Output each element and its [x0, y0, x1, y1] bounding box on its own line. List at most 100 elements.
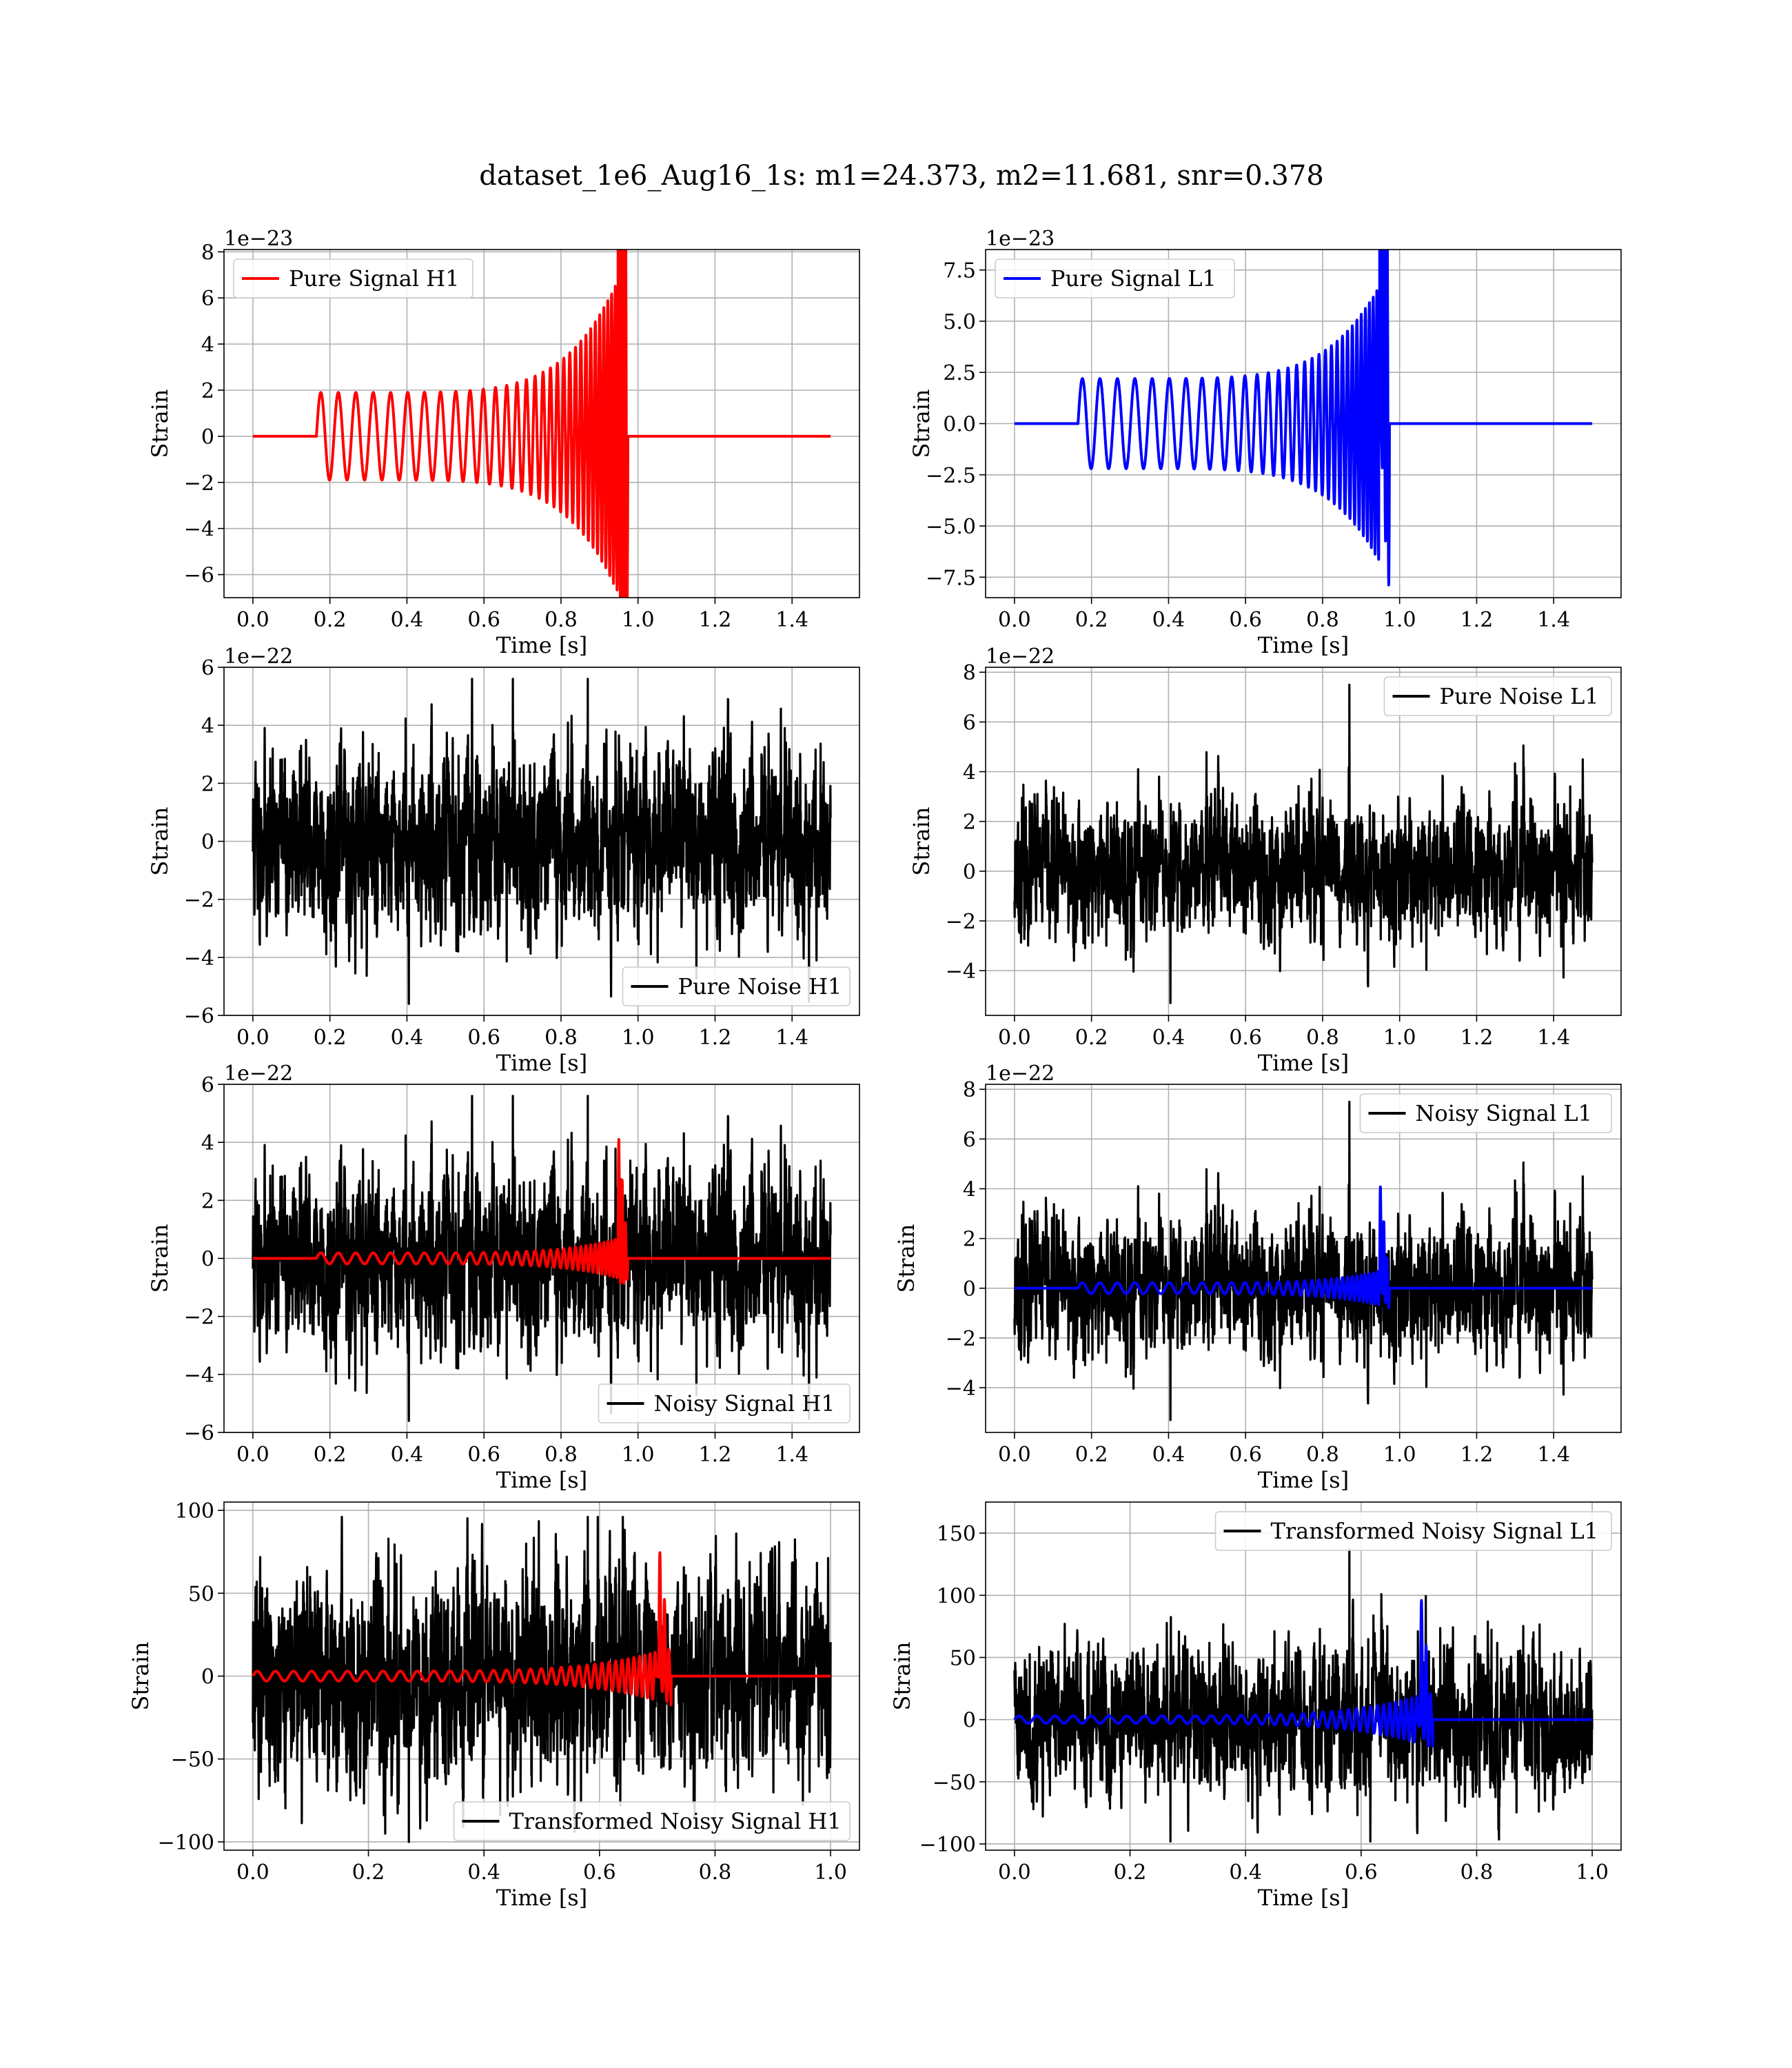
x-tick-label: 0.6: [467, 1443, 500, 1467]
x-tick-label: 0.2: [314, 1026, 347, 1050]
x-tick-label: 0.4: [391, 1026, 424, 1050]
x-tick-label: 0.2: [1075, 1443, 1108, 1467]
x-tick-label: 1.0: [622, 608, 655, 632]
x-tick-label: 0.8: [699, 1861, 732, 1885]
legend-box: [453, 1801, 851, 1841]
y-tick-label: −6: [184, 564, 214, 588]
x-tick-label: 0.4: [1152, 1026, 1185, 1050]
y-tick-label: 0: [963, 1277, 976, 1301]
y-tick-label: −2: [946, 910, 976, 934]
x-tick-label: 0.8: [1306, 1026, 1339, 1050]
y-tick-label: 0: [963, 1709, 976, 1733]
x-tick-label: 0.0: [998, 1443, 1031, 1467]
y-tick-label: −50: [171, 1748, 214, 1772]
y-tick-label: 0: [201, 831, 214, 855]
axis-offset-label: 1e−23: [986, 227, 1055, 251]
y-tick-label: −5.0: [926, 515, 976, 539]
y-tick-label: −50: [933, 1771, 976, 1795]
x-tick-label: 0.4: [1152, 1443, 1185, 1467]
y-tick-label: −2: [946, 1327, 976, 1351]
legend: Pure Noise H1: [622, 966, 851, 1006]
y-tick-label: 2: [963, 811, 976, 835]
y-tick-label: 0.0: [943, 413, 976, 437]
x-tick-label: 0.8: [1306, 608, 1339, 632]
x-tick-label: 0.2: [1075, 608, 1108, 632]
x-tick-label: 0.4: [467, 1861, 500, 1885]
series-line-chirp-1: [252, 1137, 832, 1285]
x-tick-label: 1.0: [622, 1443, 655, 1467]
x-tick-label: 1.0: [1576, 1861, 1609, 1885]
legend-box: [622, 966, 851, 1006]
subplot-noisy-signal-h1: 0.0 0.2 0.4 0.6 0.8 1.0 1.2 1.4 −6 −4 −2 0 2 4 6 1e−22 T…: [147, 1062, 860, 1493]
y-tick-label: −100: [158, 1831, 214, 1855]
y-tick-label: −4: [184, 1364, 214, 1388]
x-tick-label: 0.6: [1229, 1026, 1262, 1050]
subplot-noisy-signal-l1: 0.0 0.2 0.4 0.6 0.8 1.0 1.2 1.4 −4 −2 0 2 4 6 8 1e−22 Ti…: [893, 1062, 1622, 1493]
x-axis-label: Time [s]: [1258, 1885, 1349, 1911]
y-tick-label: 8: [201, 241, 214, 265]
y-tick-label: 0: [201, 1665, 214, 1690]
x-tick-label: 0.0: [998, 608, 1031, 632]
y-tick-label: 6: [963, 711, 976, 735]
y-axis-label: Strain: [128, 1642, 154, 1711]
x-tick-label: 0.6: [1229, 1443, 1262, 1467]
legend-label: Noisy Signal H1: [654, 1390, 835, 1417]
y-axis-label: Strain: [147, 807, 173, 876]
y-tick-label: 6: [201, 1073, 214, 1097]
y-tick-label: 6: [201, 287, 214, 311]
subplot-transformed-noisy-signal-h1: 0.0 0.2 0.4 0.6 0.8 1.0 −100 −50 0 50 100 Time [s] S…: [128, 1499, 860, 1911]
x-tick-label: 1.4: [775, 1443, 808, 1467]
x-tick-label: 1.2: [1460, 1026, 1494, 1050]
subplot-pure-noise-h1: 0.0 0.2 0.4 0.6 0.8 1.0 1.2 1.4 −6 −4 −2 0 2 4 6 1e−22 T…: [147, 645, 860, 1076]
y-tick-label: 4: [201, 714, 214, 738]
x-tick-label: 0.2: [314, 1443, 347, 1467]
x-tick-label: 1.0: [1383, 1443, 1416, 1467]
axes-frame: [985, 667, 1622, 1016]
x-axis-label: Time [s]: [496, 1050, 587, 1076]
x-tick-label: 1.2: [699, 608, 732, 632]
y-tick-label: 100: [937, 1584, 976, 1608]
x-tick-label: 1.0: [814, 1861, 847, 1885]
legend-label: Noisy Signal L1: [1416, 1100, 1593, 1126]
x-tick-label: 0.2: [314, 608, 347, 632]
x-tick-label: 0.8: [544, 1443, 578, 1467]
x-tick-label: 0.6: [1229, 608, 1262, 632]
y-tick-label: 4: [201, 1131, 214, 1155]
legend-box: [233, 258, 474, 298]
x-axis-label: Time [s]: [496, 1467, 587, 1493]
subplot-pure-noise-l1: 0.0 0.2 0.4 0.6 0.8 1.0 1.2 1.4 −4 −2 0 2 4 6 8 1e−22 Ti…: [908, 645, 1622, 1076]
x-tick-label: 0.0: [998, 1026, 1031, 1050]
y-tick-label: −4: [946, 960, 976, 984]
x-tick-label: 1.2: [699, 1026, 732, 1050]
y-axis-label: Strain: [908, 807, 935, 876]
legend: Noisy Signal L1: [1359, 1093, 1612, 1133]
x-tick-label: 1.2: [1460, 608, 1494, 632]
figure-title: dataset_1e6_Aug16_1s: m1=24.373, m2=11.6…: [479, 160, 1324, 192]
x-tick-label: 1.4: [1537, 1026, 1570, 1050]
x-tick-label: 0.0: [236, 1861, 269, 1885]
y-tick-label: −100: [919, 1833, 976, 1857]
x-axis-label: Time [s]: [1258, 1050, 1349, 1076]
x-tick-label: 0.0: [236, 1026, 269, 1050]
legend: Pure Noise L1: [1383, 676, 1612, 716]
x-tick-label: 0.2: [1114, 1861, 1147, 1885]
y-tick-label: 4: [201, 333, 214, 357]
x-tick-label: 0.4: [1152, 608, 1185, 632]
x-tick-label: 0.4: [391, 1443, 424, 1467]
y-tick-label: 2: [201, 772, 214, 796]
legend: Transformed Noisy Signal H1: [453, 1801, 851, 1841]
x-tick-label: 0.2: [1075, 1026, 1108, 1050]
y-tick-label: 2: [201, 379, 214, 403]
y-tick-label: 150: [937, 1522, 976, 1546]
x-tick-label: 0.6: [583, 1861, 616, 1885]
y-tick-label: 100: [175, 1499, 214, 1523]
y-tick-label: −7.5: [926, 566, 976, 590]
y-axis-label: Strain: [893, 1224, 919, 1293]
y-tick-label: −2: [184, 889, 214, 913]
series-line-chirp-1: [1013, 1185, 1594, 1310]
y-tick-label: −4: [184, 946, 214, 971]
x-tick-label: 0.6: [467, 1026, 500, 1050]
x-tick-label: 0.4: [391, 608, 424, 632]
legend-label: Pure Signal H1: [289, 265, 460, 292]
